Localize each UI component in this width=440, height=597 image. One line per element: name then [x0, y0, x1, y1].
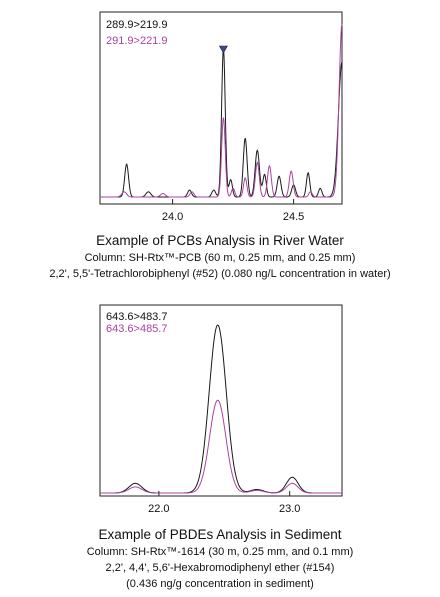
pcb-caption-compound: 2,2', 5,5'-Tetrachlorobiphenyl (#52) (0.…: [49, 268, 391, 280]
pcb-legend-series-2: 291.9>221.9: [106, 35, 167, 47]
peak-marker-icon: [218, 45, 228, 54]
pbde-chromatogram-panel: 643.6>483.7 643.6>485.7 22.0 23.0: [99, 304, 343, 515]
pbde-caption-concentration: (0.436 ng/g concentration in sediment): [126, 578, 314, 590]
x-tick-label: 23.0: [279, 503, 300, 515]
pcb-caption-column: Column: SH-Rtx™-PCB (60 m, 0.25 mm, and …: [84, 252, 356, 264]
pbde-caption-compound: 2,2', 4,4', 5,6'-Hexabromodiphenyl ether…: [105, 562, 335, 574]
pbde-plot-frame: [99, 304, 343, 497]
pcb-series-2-line: [100, 23, 343, 198]
x-tick-label: 24.5: [283, 211, 304, 223]
pcb-legend-series-1: 289.9>219.9: [106, 19, 167, 31]
x-tick-label: 22.0: [148, 503, 169, 515]
pcb-caption-title: Example of PCBs Analysis in River Water: [96, 233, 344, 248]
pbde-caption-title: Example of PBDEs Analysis in Sediment: [98, 527, 342, 542]
pcb-caption: Example of PCBs Analysis in River Water …: [0, 232, 440, 282]
pbde-caption-column: Column: SH-Rtx™-1614 (30 m, 0.25 mm, and…: [86, 546, 354, 558]
pcb-chromatogram-panel: 289.9>219.9 291.9>221.9 24.0 24.5: [99, 11, 343, 223]
pcb-plot-frame: [99, 11, 343, 205]
pbde-series-2-line: [100, 399, 342, 494]
pbde-legend-series-2: 643.6>485.7: [106, 323, 167, 335]
pbde-legend-series-1: 643.6>483.7: [106, 311, 167, 323]
x-tick-label: 24.0: [162, 211, 183, 223]
pbde-caption: Example of PBDEs Analysis in Sediment Co…: [0, 526, 440, 592]
pbde-series-1-line: [100, 324, 342, 494]
